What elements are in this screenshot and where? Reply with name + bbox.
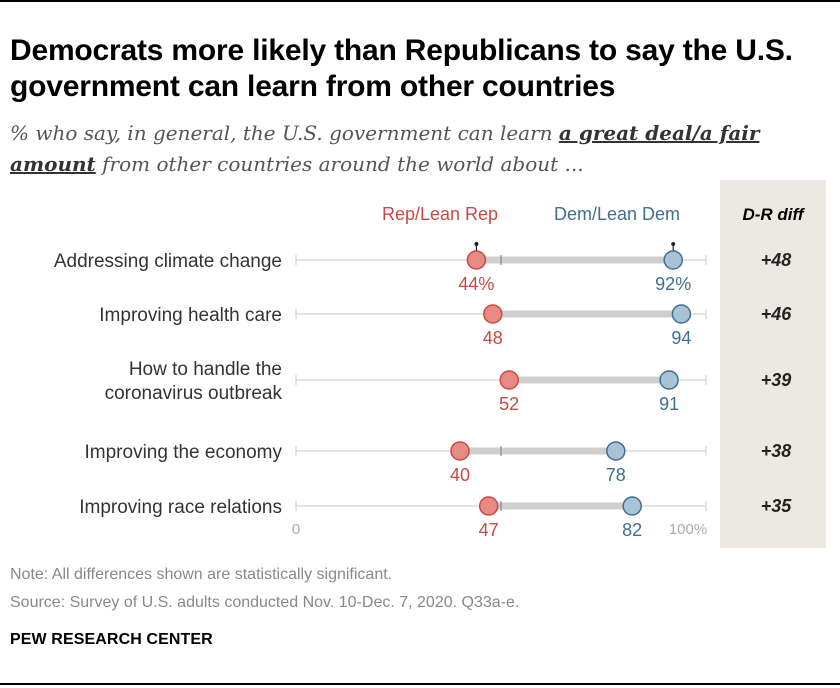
diff-value: +48	[761, 250, 792, 270]
brand-logo: PEW RESEARCH CENTER	[10, 631, 213, 648]
diff-value: +38	[761, 441, 792, 461]
diff-value: +46	[761, 304, 793, 324]
dem-dot	[671, 304, 692, 324]
category-label: Improving health care	[99, 305, 282, 326]
legend-pointer-rep-dot	[474, 242, 479, 246]
top-rule	[0, 0, 840, 2]
rep-dot	[466, 250, 487, 270]
footer-note: Note: All differences shown are statisti…	[10, 566, 393, 583]
footer-source: Source: Survey of U.S. adults conducted …	[10, 594, 520, 611]
axis-max-label: 100%	[669, 521, 707, 538]
chart-subtitle: % who say, in general, the U.S. governme…	[10, 118, 830, 180]
category-label: Addressing climate change	[54, 251, 282, 272]
rep-value-label: 40	[450, 465, 470, 485]
category-label: How to handle the	[129, 359, 282, 380]
subtitle-emphasis: a great deal/a fair amount	[10, 121, 760, 176]
category-label: Improving the economy	[85, 442, 283, 463]
dem-dot	[659, 370, 679, 390]
dem-dot	[606, 441, 626, 461]
dem-dot	[622, 496, 642, 516]
axis-min-label: 0	[292, 521, 300, 538]
dem-value-label: 94	[671, 328, 691, 348]
diff-header: D-R diff	[742, 205, 805, 224]
rep-value-label: 47	[479, 520, 499, 540]
rep-value-label: 52	[499, 394, 519, 414]
rep-value-label: 44%	[458, 274, 494, 294]
legend-pointer-dem-dot	[671, 242, 676, 246]
rep-value-label: 48	[483, 328, 503, 348]
subtitle-pre: % who say, in general, the U.S. governme…	[10, 121, 559, 145]
chart-title: Democrats more likely than Republicans t…	[10, 34, 793, 103]
rep-dot	[478, 496, 499, 516]
legend-rep: Rep/Lean Rep	[382, 204, 498, 224]
category-label: coronavirus outbreak	[105, 383, 283, 404]
dot-chart: D-R diff Rep/Lean Rep Dem/Lean Dem Addressi…	[54, 180, 826, 548]
legend-dem: Dem/Lean Dem	[554, 204, 680, 224]
category-label: Improving race relations	[79, 497, 282, 518]
subtitle-post: from other countries around the world ab…	[95, 152, 584, 176]
diff-value: +39	[761, 370, 792, 390]
dem-value-label: 92%	[655, 274, 691, 294]
rep-dot	[499, 370, 519, 390]
rep-dot	[483, 304, 503, 324]
dem-value-label: 91	[659, 394, 679, 414]
rep-dot	[450, 441, 470, 461]
dem-dot	[663, 250, 683, 270]
diff-value: +35	[761, 496, 793, 516]
bottom-rule	[0, 683, 840, 685]
dem-value-label: 78	[606, 465, 626, 485]
diff-column-bg	[720, 180, 826, 548]
dem-value-label: 82	[622, 520, 642, 540]
